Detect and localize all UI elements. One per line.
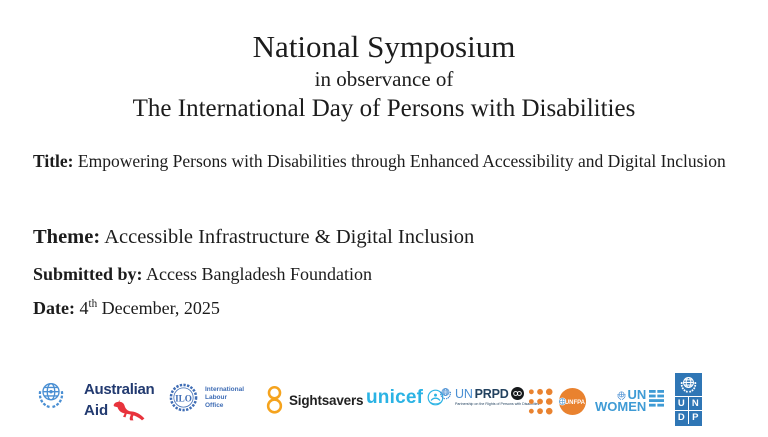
undp-logo: U N D P (675, 373, 702, 426)
field-date-day: 4 (79, 298, 89, 318)
un-women-line2: WOMEN (595, 399, 647, 414)
un-women-symbol-icon (649, 390, 665, 407)
field-title-label: Title: (33, 151, 74, 171)
australian-aid-line1: Australian (84, 381, 155, 398)
unprpd-logo: UN PRPD Partnership on the Rights of Pers… (438, 386, 540, 406)
undp-letter: N (688, 396, 702, 410)
un-women-line1: UN (627, 387, 647, 402)
sightsavers-logo: Sightsavers (266, 385, 364, 415)
unprpd-badge-icon (510, 387, 524, 400)
undp-letter: P (688, 410, 702, 424)
field-date-label: Date: (33, 298, 75, 318)
un-emblem-icon (680, 376, 697, 393)
field-date: Date: 4th December, 2025 (33, 298, 220, 319)
slide-title-block: National Symposium in observance of The … (0, 28, 768, 125)
field-submitted-label: Submitted by: (33, 264, 143, 284)
ilo-word-2: Labour (205, 393, 228, 401)
kangaroo-icon (113, 399, 145, 421)
ilo-word-1: International (205, 385, 245, 393)
ilo-abbr: ILO (175, 393, 192, 403)
undp-letter-grid: U N D P (675, 396, 702, 424)
unfpa-circle-icon: UNFPA (558, 387, 587, 416)
un-emblem-icon (439, 388, 452, 400)
ilo-logo: ILO International Labour Office (169, 383, 244, 412)
ilo-word-3: Office (205, 401, 224, 409)
unfpa-wordmark: UNFPA (565, 400, 586, 406)
field-theme-label: Theme: (33, 226, 101, 248)
australian-aid-logo: Australian Aid (84, 381, 155, 421)
slide-subtitle: in observance of (314, 67, 454, 91)
undp-letter: U (675, 396, 689, 410)
un-logo (34, 378, 68, 412)
field-date-rest: December, 2025 (101, 298, 220, 318)
unprpd-tagline: Partnership on the Rights of Persons wit… (455, 402, 540, 406)
slide-title: National Symposium (252, 29, 516, 64)
ilo-emblem-icon: ILO (169, 383, 198, 412)
field-date-ordinal: th (88, 298, 98, 310)
field-submitted-value: Access Bangladesh Foundation (146, 264, 373, 284)
sightsavers-rings-icon (266, 385, 283, 414)
unicef-wordmark: unicef (366, 387, 424, 408)
unfpa-logo: UNFPA (527, 385, 587, 418)
unprpd-prpd-text: PRPD (474, 386, 509, 401)
unicef-logo: unicef (366, 388, 444, 407)
slide-event-name: The International Day of Persons with Di… (132, 95, 636, 122)
un-emblem-icon (38, 383, 64, 409)
field-submitted-by: Submitted by: Access Bangladesh Foundati… (33, 264, 372, 285)
unprpd-un-text: UN (455, 386, 473, 401)
unfpa-dots-icon (528, 388, 553, 415)
un-women-logo: UN WOMEN (595, 387, 665, 414)
field-title-value: Empowering Persons with Disabilities thr… (77, 151, 726, 171)
field-theme: Theme: Accessible Infrastructure & Digit… (33, 226, 474, 249)
field-title: Title: Empowering Persons with Disabilit… (33, 143, 737, 180)
field-theme-value: Accessible Infrastructure & Digital Incl… (104, 226, 475, 248)
ilo-wordmark: International Labour Office (205, 386, 244, 410)
australian-aid-line2: Aid (84, 401, 109, 419)
un-emblem-icon (616, 390, 626, 400)
sightsavers-wordmark: Sightsavers (289, 392, 364, 408)
undp-letter: D (675, 410, 689, 424)
